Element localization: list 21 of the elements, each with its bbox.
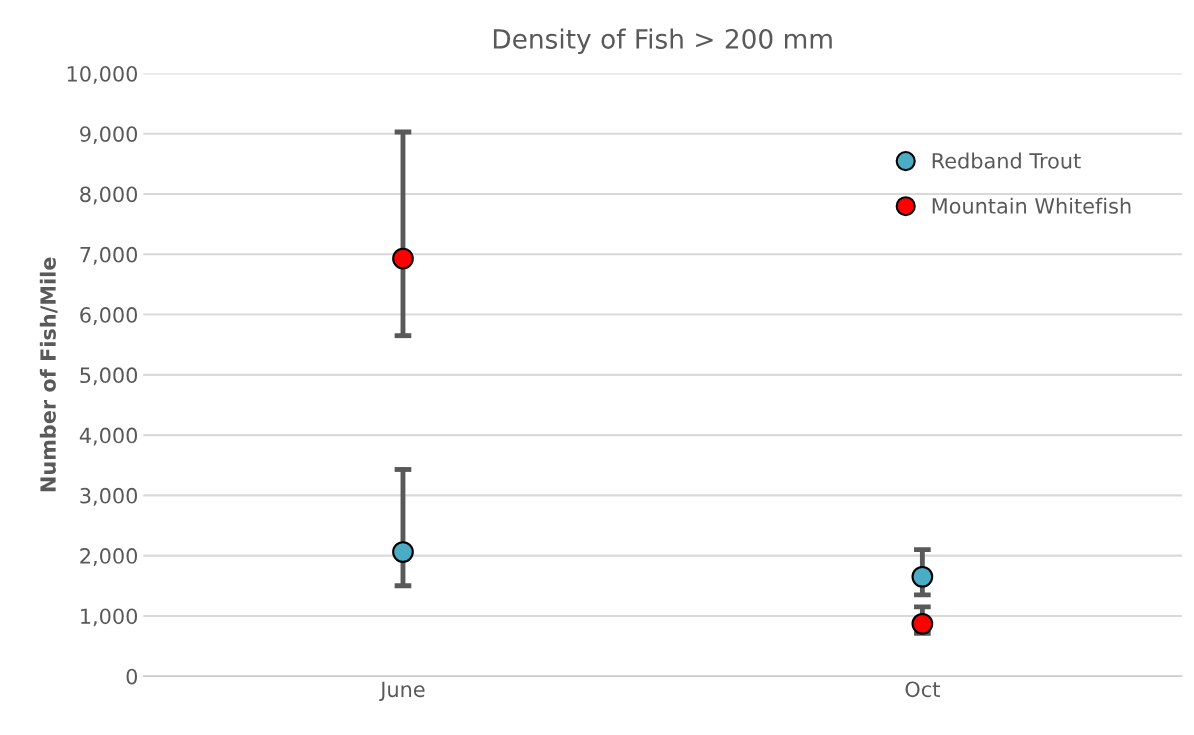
y-tick-label: 1,000 <box>81 608 138 627</box>
y-axis-title: Number of Fish/Mile <box>39 257 58 492</box>
y-tick-label: 8,000 <box>80 186 138 205</box>
x-tick-label: June <box>379 681 425 702</box>
y-tick-label: 2,000 <box>80 548 138 566</box>
y-tick-label: 5,000 <box>80 367 138 386</box>
y-tick-label: 0 <box>126 668 138 685</box>
point <box>392 247 414 270</box>
y-tick-label: 7,000 <box>80 246 138 265</box>
point <box>911 612 934 635</box>
point <box>392 541 414 563</box>
legend-label: Redband Trout <box>932 152 1081 169</box>
y-tick-label: 6,000 <box>80 307 138 325</box>
y-tick-label: 10,000 <box>67 65 138 84</box>
point <box>911 565 934 588</box>
y-tick-label: 9,000 <box>80 126 138 145</box>
chart-title: Density of Fish > 200 mm <box>493 28 832 54</box>
x-tick-label: Oct <box>905 681 940 698</box>
legend-label: Mountain Whitefish <box>932 197 1131 214</box>
y-tick-label: 3,000 <box>80 487 138 506</box>
y-tick-label: 4,000 <box>79 427 138 446</box>
